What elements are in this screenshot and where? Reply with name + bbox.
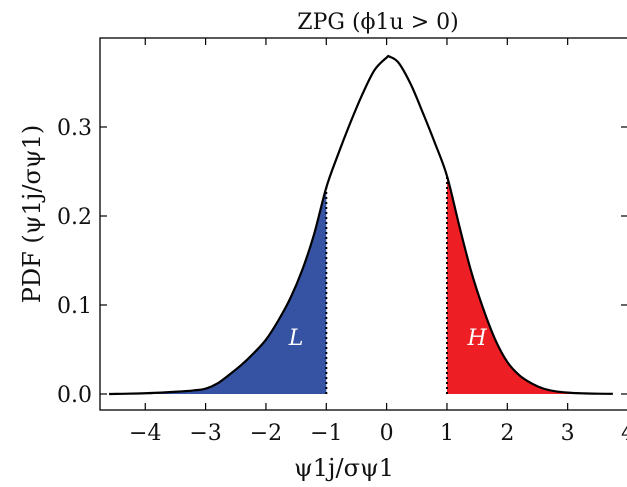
axis-ticks [100,38,627,410]
x-tick-label: 1 [440,421,454,446]
y-tick-label: 0.1 [57,294,92,319]
y-tick-label: 0.3 [57,116,92,141]
region-label-l: L [288,326,304,351]
x-tick-label: −2 [250,421,282,446]
x-tick-labels: −4 −3 −2 −1 0 1 2 3 4 [129,421,627,446]
x-tick-label: 2 [500,421,514,446]
x-tick-label: −1 [310,421,342,446]
y-axis-label: PDF (ψ1j/σψ1) [18,125,46,304]
pdf-curve [109,54,613,396]
x-tick-label: 4 [621,421,627,446]
x-tick-label: 0 [380,421,394,446]
threshold-lines [325,175,448,394]
region-fill-l [109,187,327,394]
x-tick-label: −3 [189,421,221,446]
x-tick-label: −4 [129,421,161,446]
x-axis-label: ψ1j/σψ1 [294,454,394,482]
y-tick-label: 0.2 [57,205,92,230]
shaded-regions [109,175,613,394]
y-tick-labels: 0.0 0.1 0.2 0.3 [57,116,92,408]
plot-frame [99,37,627,411]
x-tick-label: 3 [561,421,575,446]
region-fill-h [446,175,613,394]
y-tick-label: 0.0 [57,383,92,408]
chart-title: ZPG (ϕ1u > 0) [297,10,458,35]
region-label-h: H [467,326,488,351]
